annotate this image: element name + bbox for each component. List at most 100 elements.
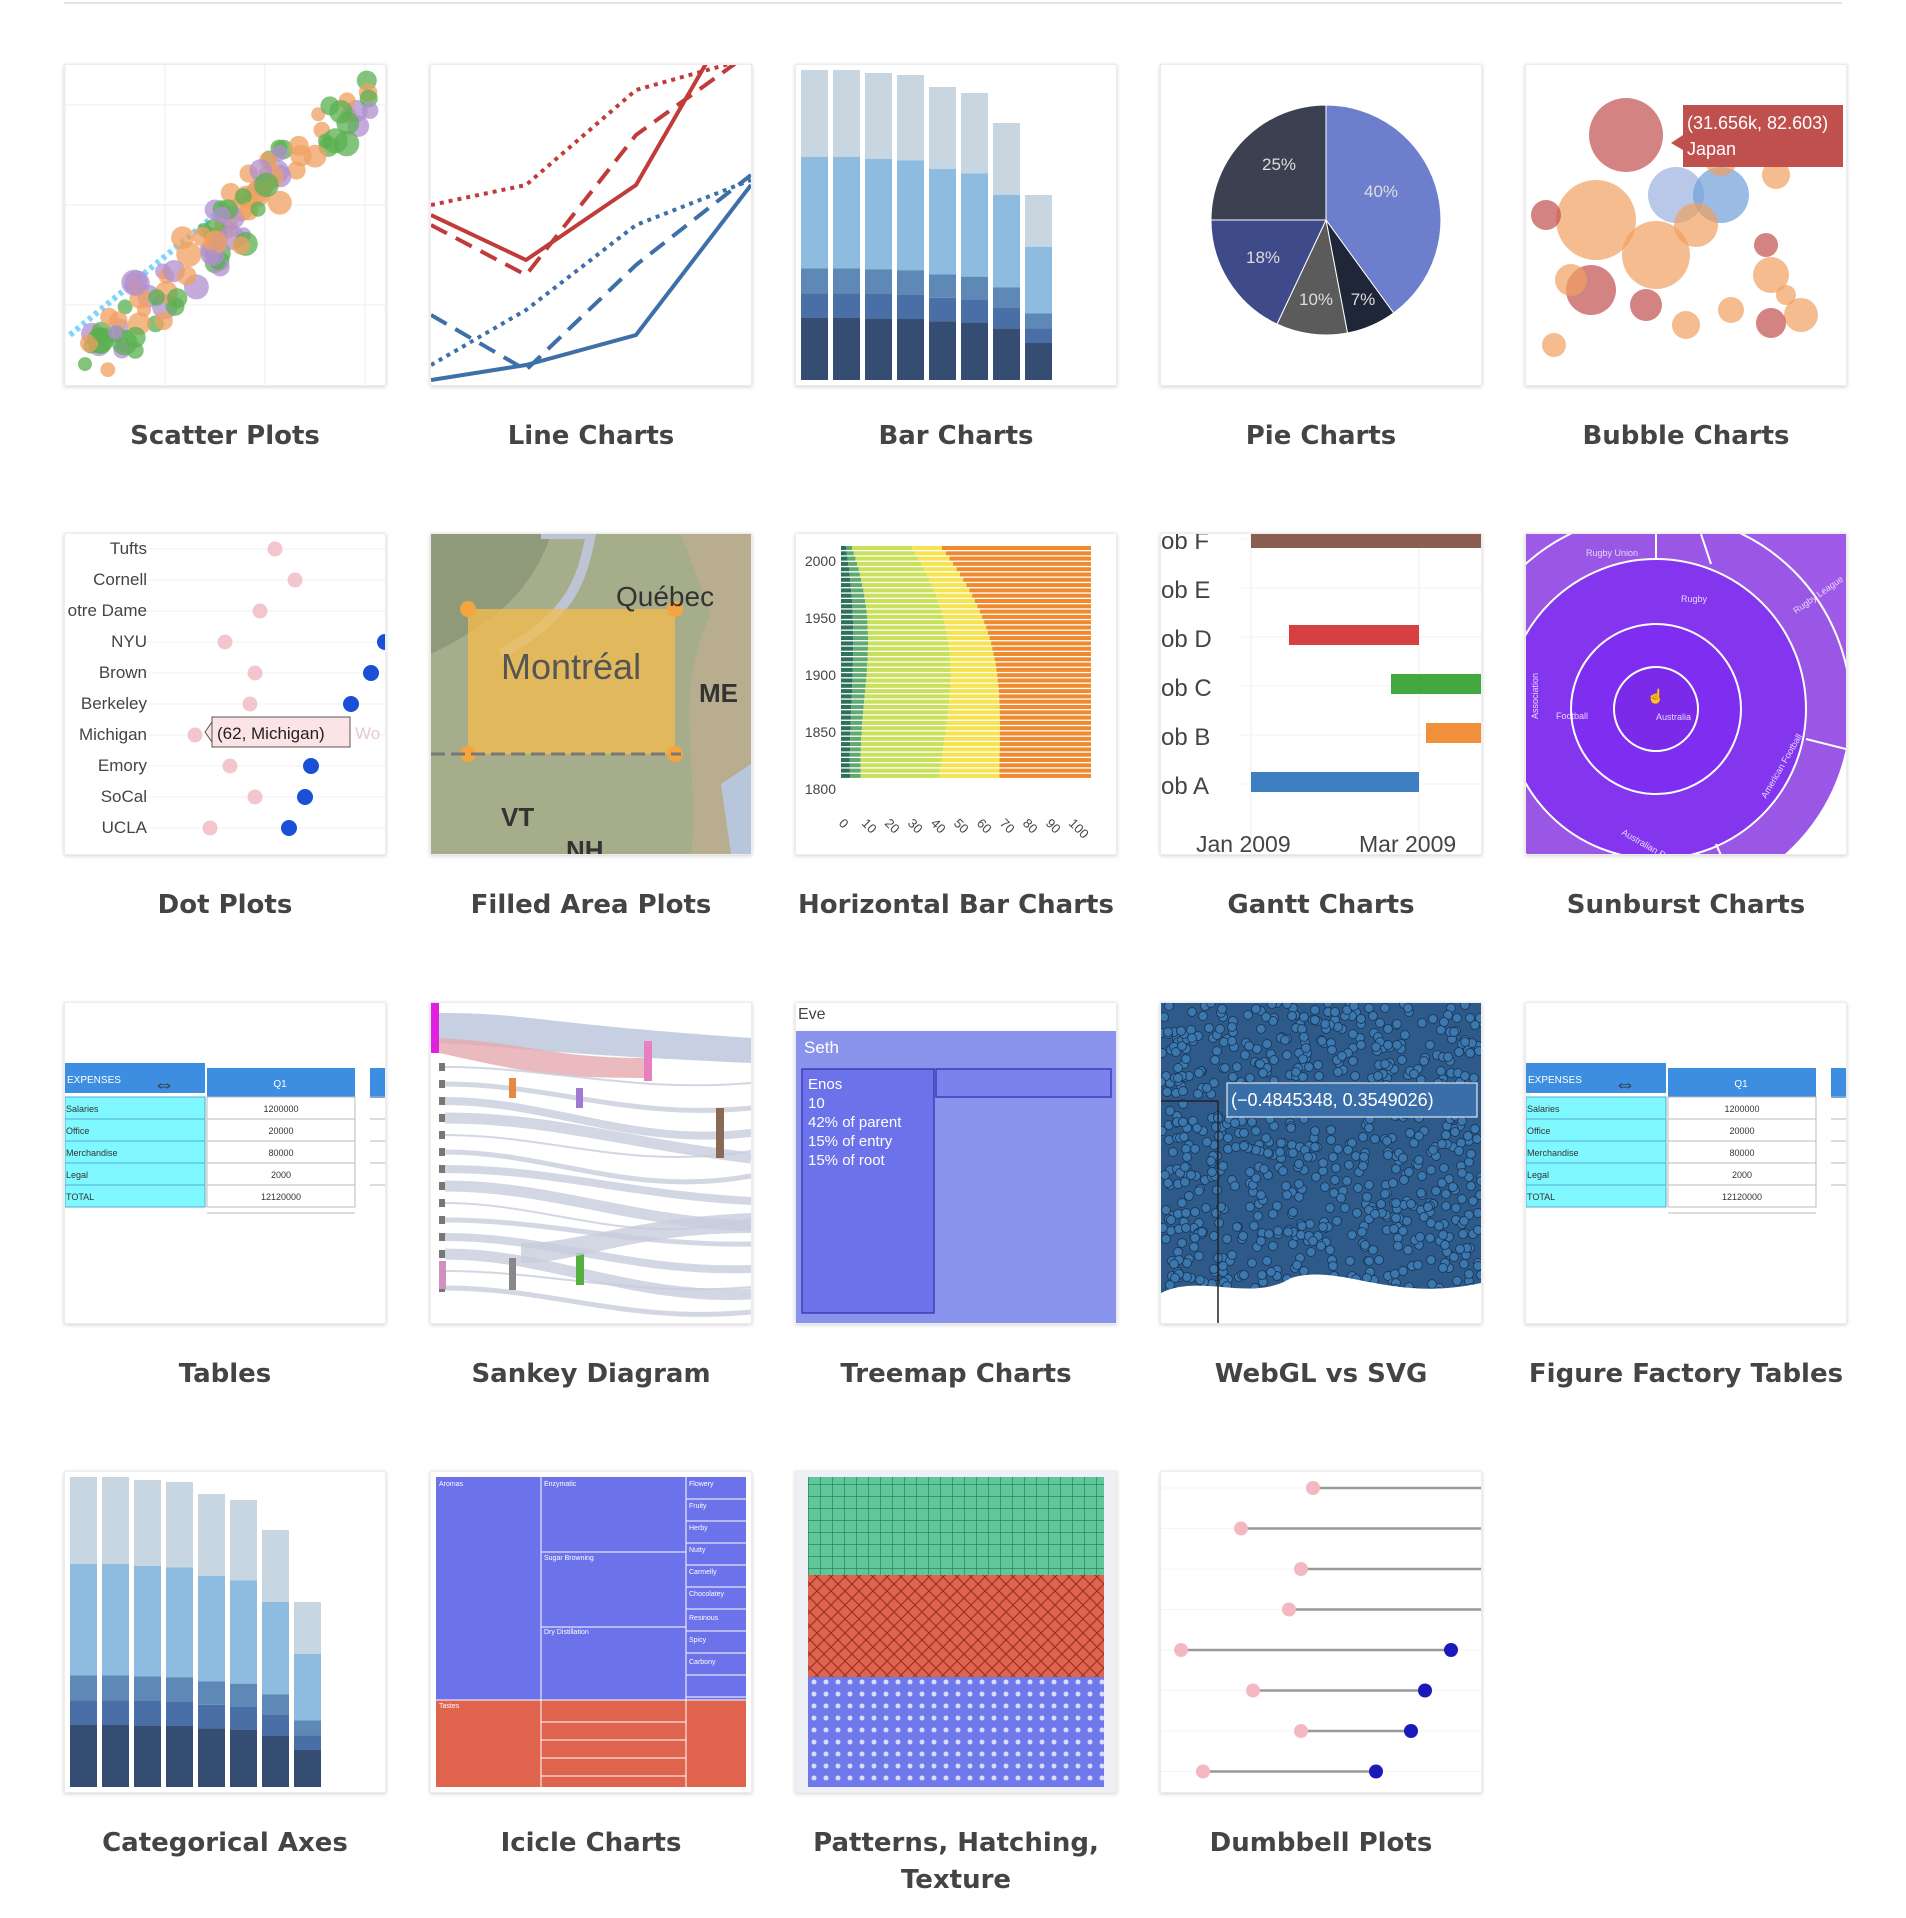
gallery-card-line-charts[interactable]: Line Charts (430, 64, 752, 455)
gallery-card-figure-factory-tables[interactable]: EXPENSES Q1 ⇔ Salaries 1200000 Office 20000 Mer… (1525, 1002, 1847, 1393)
gallery-card-gantt-charts[interactable]: ob F ob E ob D ob C ob B ob A Jan 2009 Mar 2009… (1160, 533, 1482, 924)
gallery-card-label[interactable]: Filled Area Plots (470, 890, 712, 920)
hbar-segment (950, 667, 997, 672)
scatter-point (1473, 1225, 1481, 1235)
scatter-point (1164, 1003, 1174, 1011)
gallery-card-bar-charts[interactable]: Bar Charts (795, 64, 1117, 455)
dot-plots-thumbnail[interactable]: Tufts Cornell otre Dame NYU Brown Berkeley Mic… (64, 533, 386, 855)
hbar-segment (949, 556, 1091, 561)
sunburst-charts-thumbnail[interactable]: Rugby Union Rugby Rugby League Association F… (1525, 533, 1847, 855)
scatter-point (1298, 1072, 1308, 1082)
scatter-point (91, 321, 112, 342)
treemap-charts-thumbnail[interactable]: Eve Seth Enos 10 42% of parent 15% of entry 15… (795, 1002, 1117, 1324)
gallery-card-label[interactable]: Dumbbell Plots (1209, 1828, 1433, 1858)
bubble-charts-thumbnail[interactable]: (31.656k, 82.603) Japan (1525, 64, 1847, 386)
gallery-card-label[interactable]: Dot Plots (157, 890, 293, 920)
gallery-card-label[interactable]: Bubble Charts (1582, 421, 1790, 451)
hbar-segment (850, 742, 861, 747)
figure-factory-tables-thumbnail[interactable]: EXPENSES Q1 ⇔ Salaries 1200000 Office 20000 Mer… (1525, 1002, 1847, 1324)
hbar-segment (841, 551, 847, 556)
gantt-charts-thumbnail[interactable]: ob F ob E ob D ob C ob B ob A Jan 2009 Mar 2009 (1160, 533, 1482, 855)
table-label-text: TOTAL (1527, 1192, 1555, 1202)
bar-segment (961, 173, 988, 277)
gallery-card-bubble-charts[interactable]: (31.656k, 82.603) Japan Bubble Charts (1525, 64, 1847, 455)
scatter-point (1356, 1014, 1366, 1024)
scatter-point (1232, 1222, 1242, 1232)
dumbbell-start (1306, 1481, 1320, 1495)
gallery-card-label[interactable]: Line Charts (507, 421, 675, 451)
gallery-card-filled-area-plots[interactable]: Québec Montréal ME VT NH Filled Area Plots (430, 533, 752, 924)
gallery-card-label[interactable]: Gantt Charts (1227, 890, 1415, 920)
gallery-card-label[interactable]: WebGL vs SVG (1214, 1359, 1428, 1389)
treemap-info: 15% of root (808, 1152, 886, 1169)
tables-thumbnail[interactable]: EXPENSES Q1 ⇔ Salaries 1200000 Office 20000 Mer… (64, 1002, 386, 1324)
scatter-point (121, 269, 148, 296)
gallery-card-label[interactable]: Categorical Axes (102, 1828, 348, 1858)
gallery-card-dumbbell-plots[interactable]: Dumbbell Plots (1160, 1471, 1482, 1862)
hbar-segment (841, 636, 854, 641)
bar-segment (865, 73, 892, 159)
scatter-point (1364, 1003, 1374, 1013)
gallery-card-label[interactable]: Horizontal Bar Charts (798, 890, 1114, 920)
gallery-card-treemap-charts[interactable]: Eve Seth Enos 10 42% of parent 15% of entry 15… (795, 1002, 1117, 1393)
icicle-charts-thumbnail[interactable]: Aromas Enzymatic Flowery Fruity Herby Sugar B… (430, 1471, 752, 1793)
tooltip-box (1226, 1082, 1478, 1118)
gallery-card-label[interactable]: Tables (178, 1359, 272, 1389)
gallery-card-label[interactable]: Sunburst Charts (1566, 890, 1806, 920)
hbar-segment (999, 768, 1091, 773)
sankey-link (521, 1213, 751, 1263)
gallery-card-label[interactable]: Patterns, Hatching, Texture (813, 1828, 1099, 1895)
pie-charts-thumbnail[interactable]: 25% 40% 18% 10% 7% (1160, 64, 1482, 386)
gallery-card-categorical-axes[interactable]: Categorical Axes (64, 1471, 386, 1862)
scatter-point (1318, 1222, 1328, 1232)
line-charts-thumbnail[interactable] (430, 64, 752, 386)
gallery-card-label[interactable]: Treemap Charts (840, 1359, 1072, 1389)
filled-area-plots-thumbnail[interactable]: Québec Montréal ME VT NH (430, 533, 752, 855)
gallery-card-sunburst-charts[interactable]: Rugby Union Rugby Rugby League Association F… (1525, 533, 1847, 924)
bar-segment (1025, 246, 1052, 314)
gantt-job-label: ob A (1161, 773, 1209, 800)
gallery-card-label[interactable]: Icicle Charts (500, 1828, 682, 1858)
gallery-card-horizontal-bar-charts[interactable]: 2000 1950 1900 1850 1800 0 10 20 30 40 50 60 70 80 90 1… (795, 533, 1117, 924)
bar-charts-thumbnail[interactable] (795, 64, 1117, 386)
gallery-card-label[interactable]: Bar Charts (878, 421, 1034, 451)
scatter-point (1465, 1048, 1475, 1058)
scatter-point (204, 249, 219, 265)
dumbbell-plots-thumbnail[interactable] (1160, 1471, 1482, 1793)
gallery-card-sankey-diagram[interactable]: Sankey Diagram (430, 1002, 752, 1393)
sankey-link (444, 1233, 751, 1274)
gallery-card-dot-plots[interactable]: Tufts Cornell otre Dame NYU Brown Berkeley Mic… (64, 533, 386, 924)
hbar-segment (851, 588, 864, 593)
bubble (1630, 289, 1662, 321)
patterns-hatching-texture-thumbnail[interactable] (795, 1471, 1117, 1793)
sankey-node (439, 1131, 445, 1139)
sunburst-divider (1715, 843, 1722, 854)
gallery-card-tables[interactable]: EXPENSES Q1 ⇔ Salaries 1200000 Office 20000 Mer… (64, 1002, 386, 1393)
sankey-diagram-thumbnail[interactable] (430, 1002, 752, 1324)
gallery-card-label[interactable]: Figure Factory Tables (1528, 1359, 1844, 1389)
scatter-point (1263, 1148, 1273, 1158)
dumbbell-start (1294, 1562, 1308, 1576)
scatter-point (1268, 1241, 1278, 1251)
gallery-card-label[interactable]: Scatter Plots (130, 421, 320, 451)
hbar-segment (941, 609, 980, 614)
scatter-point (1282, 1050, 1292, 1060)
gallery-card-label[interactable]: Pie Charts (1245, 421, 1397, 451)
scatter-plots-thumbnail[interactable] (64, 64, 386, 386)
scatter-point (1223, 1133, 1233, 1143)
scatter-point (1343, 1145, 1353, 1155)
categorical-axes-thumbnail[interactable] (64, 1471, 386, 1793)
gallery-card-webgl-vs-svg[interactable]: (−0.4845348, 0.3549026) WebGL vs SVG (1160, 1002, 1482, 1393)
horizontal-bar-charts-thumbnail[interactable]: 2000 1950 1900 1850 1800 0 10 20 30 40 50 60 70 80 90 1… (795, 533, 1117, 855)
gallery-card-label[interactable]: Sankey Diagram (471, 1359, 711, 1389)
gallery-card-patterns-hatching-texture[interactable]: Patterns, Hatching, Texture (795, 1471, 1117, 1899)
webgl-vs-svg-thumbnail[interactable]: (−0.4845348, 0.3549026) (1160, 1002, 1482, 1324)
gallery-card-pie-charts[interactable]: 25% 40% 18% 10% 7% Pie Charts (1160, 64, 1482, 455)
hbar-segment (944, 736, 1000, 741)
pie-slice (1276, 218, 1349, 336)
gallery-card-icicle-charts[interactable]: Aromas Enzymatic Flowery Fruity Herby Sugar B… (430, 1471, 752, 1862)
gallery-card-scatter-plots[interactable]: Scatter Plots (64, 64, 386, 455)
scatter-point (1256, 1024, 1266, 1034)
scatter-point (1262, 1039, 1272, 1049)
gantt-bar (1391, 674, 1481, 694)
